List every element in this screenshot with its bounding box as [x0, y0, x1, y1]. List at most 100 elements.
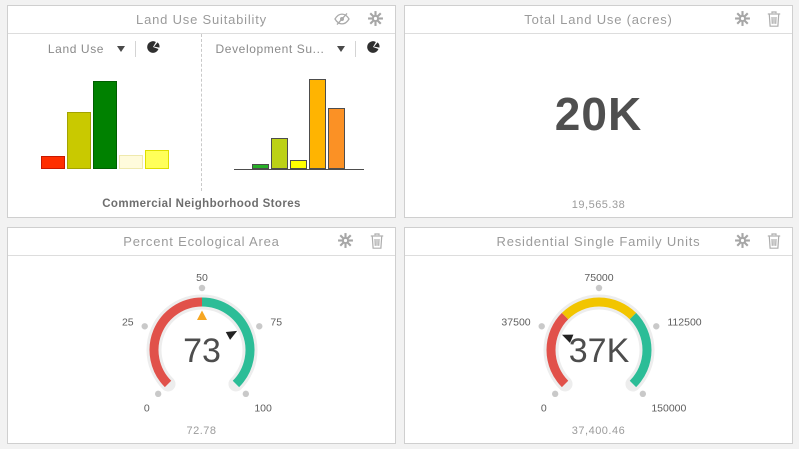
land-use-dropdown[interactable]: Land Use — [47, 42, 126, 56]
gauge-tick-dot — [242, 390, 249, 397]
gauge-tick-dot — [255, 322, 262, 329]
bar — [40, 156, 65, 169]
gauge-threshold-marker — [196, 310, 207, 320]
gauge-tick-label: 150000 — [651, 402, 686, 414]
pie-chart-icon — [146, 40, 161, 58]
gauge-tick-label: 37500 — [501, 316, 530, 328]
chart-toolbar: Development Su... — [202, 34, 395, 64]
gauge-tick-dot — [198, 284, 205, 291]
land-use-bar-chart — [40, 81, 169, 169]
panel-title: Residential Single Family Units — [496, 234, 701, 249]
development-suitability-dropdown[interactable]: Development Su... — [216, 42, 346, 56]
bar — [309, 79, 326, 169]
indicator-value: 20K — [554, 87, 643, 140]
panel-title: Percent Ecological Area — [123, 234, 280, 249]
delete-button[interactable] — [370, 232, 384, 252]
chart-area — [202, 64, 395, 191]
gauge-tick-dot — [551, 390, 558, 397]
bar — [271, 138, 288, 169]
pie-chart-button[interactable] — [366, 40, 381, 58]
visibility-off-button[interactable] — [333, 11, 351, 30]
indicator-exact-value: 19,565.38 — [571, 199, 626, 211]
panel-percent-ecological-area: Percent Ecological Area 0 25 50 75 100 73 72.… — [7, 227, 396, 444]
gauge-tick-dot — [595, 284, 602, 291]
trash-icon — [767, 232, 781, 252]
gauge-needle — [561, 334, 573, 343]
chart-area — [8, 64, 201, 191]
header-icons — [734, 6, 781, 34]
gauge-segment — [561, 297, 636, 319]
gear-icon — [734, 10, 751, 30]
gauge-value: 73 — [183, 332, 221, 370]
toolbar-divider — [135, 41, 137, 57]
bar — [252, 164, 269, 169]
development-suitability-bar-chart — [233, 79, 364, 170]
gauge-exact-value: 72.78 — [186, 425, 217, 437]
chevron-down-icon — [337, 46, 346, 52]
gauge-tick-label: 100 — [254, 402, 272, 414]
gauge-needle — [225, 330, 237, 340]
bar — [328, 108, 345, 169]
header-icons — [333, 6, 384, 34]
chevron-down-icon — [117, 46, 126, 52]
gauge-segment — [201, 297, 254, 387]
gauge-tick-label: 25 — [121, 316, 133, 328]
gauge-body: 0 25 50 75 100 73 72.78 — [8, 256, 395, 443]
panel-residential-single-family-units: Residential Single Family Units 0 37500 75… — [404, 227, 793, 444]
settings-button[interactable] — [367, 10, 384, 30]
bar — [290, 160, 307, 169]
residential-units-gauge: 0 37500 75000 112500 150000 37K — [501, 272, 701, 414]
visibility-off-icon — [333, 11, 351, 30]
bar — [66, 112, 91, 169]
gauge-segment — [546, 312, 568, 387]
percent-ecological-gauge: 0 25 50 75 100 73 — [121, 272, 282, 414]
gauge-tick-dot — [141, 322, 148, 329]
dual-chart-region: Land Use Developme — [8, 34, 395, 191]
settings-button[interactable] — [337, 232, 354, 252]
settings-button[interactable] — [734, 10, 751, 30]
gauge-tick-dot — [652, 322, 659, 329]
panel-header: Land Use Suitability — [8, 6, 395, 34]
panel-header: Percent Ecological Area — [8, 228, 395, 256]
gauge-segment — [629, 312, 651, 387]
gauge-tick-label: 0 — [143, 402, 149, 414]
gauge-tick-label: 112500 — [667, 316, 701, 328]
gauge-tick-label: 50 — [196, 272, 208, 284]
delete-button[interactable] — [767, 10, 781, 30]
category-label: Commercial Neighborhood Stores — [102, 198, 301, 210]
gauge-tick-label: 75000 — [584, 272, 613, 284]
panel-header: Total Land Use (acres) — [405, 6, 792, 34]
gauge-tick-label: 75 — [270, 316, 282, 328]
panel-title: Total Land Use (acres) — [524, 12, 673, 27]
bar — [118, 155, 143, 169]
gauge-tick-dot — [538, 322, 545, 329]
panel-total-land-use: Total Land Use (acres) 20K 19,565.38 — [404, 5, 793, 218]
panel-title: Land Use Suitability — [136, 12, 267, 27]
toolbar-divider — [355, 41, 357, 57]
panel-land-use-suitability: Land Use Suitability Land Use — [7, 5, 396, 218]
dropdown-label: Land Use — [47, 42, 105, 56]
gear-icon — [337, 232, 354, 252]
chart-toolbar: Land Use — [8, 34, 201, 64]
gear-icon — [734, 232, 751, 252]
pie-chart-button[interactable] — [146, 40, 161, 58]
x-axis-line — [233, 169, 364, 170]
settings-button[interactable] — [734, 232, 751, 252]
gauge-tick-dot — [154, 390, 161, 397]
chart-half-development-suitability: Development Su... — [201, 34, 395, 191]
panel-header: Residential Single Family Units — [405, 228, 792, 256]
dropdown-label: Development Su... — [215, 42, 325, 56]
bar — [92, 81, 117, 169]
header-icons — [734, 228, 781, 256]
pie-chart-icon — [366, 40, 381, 58]
gauge-segment — [149, 297, 202, 387]
chart-half-land-use: Land Use — [8, 34, 201, 191]
gear-icon — [367, 10, 384, 30]
bar — [144, 150, 169, 169]
delete-button[interactable] — [767, 232, 781, 252]
gauge-body: 0 37500 75000 112500 150000 37K 37,400.46 — [405, 256, 792, 443]
trash-icon — [767, 10, 781, 30]
header-icons — [337, 228, 384, 256]
gauge-tick-dot — [639, 390, 646, 397]
